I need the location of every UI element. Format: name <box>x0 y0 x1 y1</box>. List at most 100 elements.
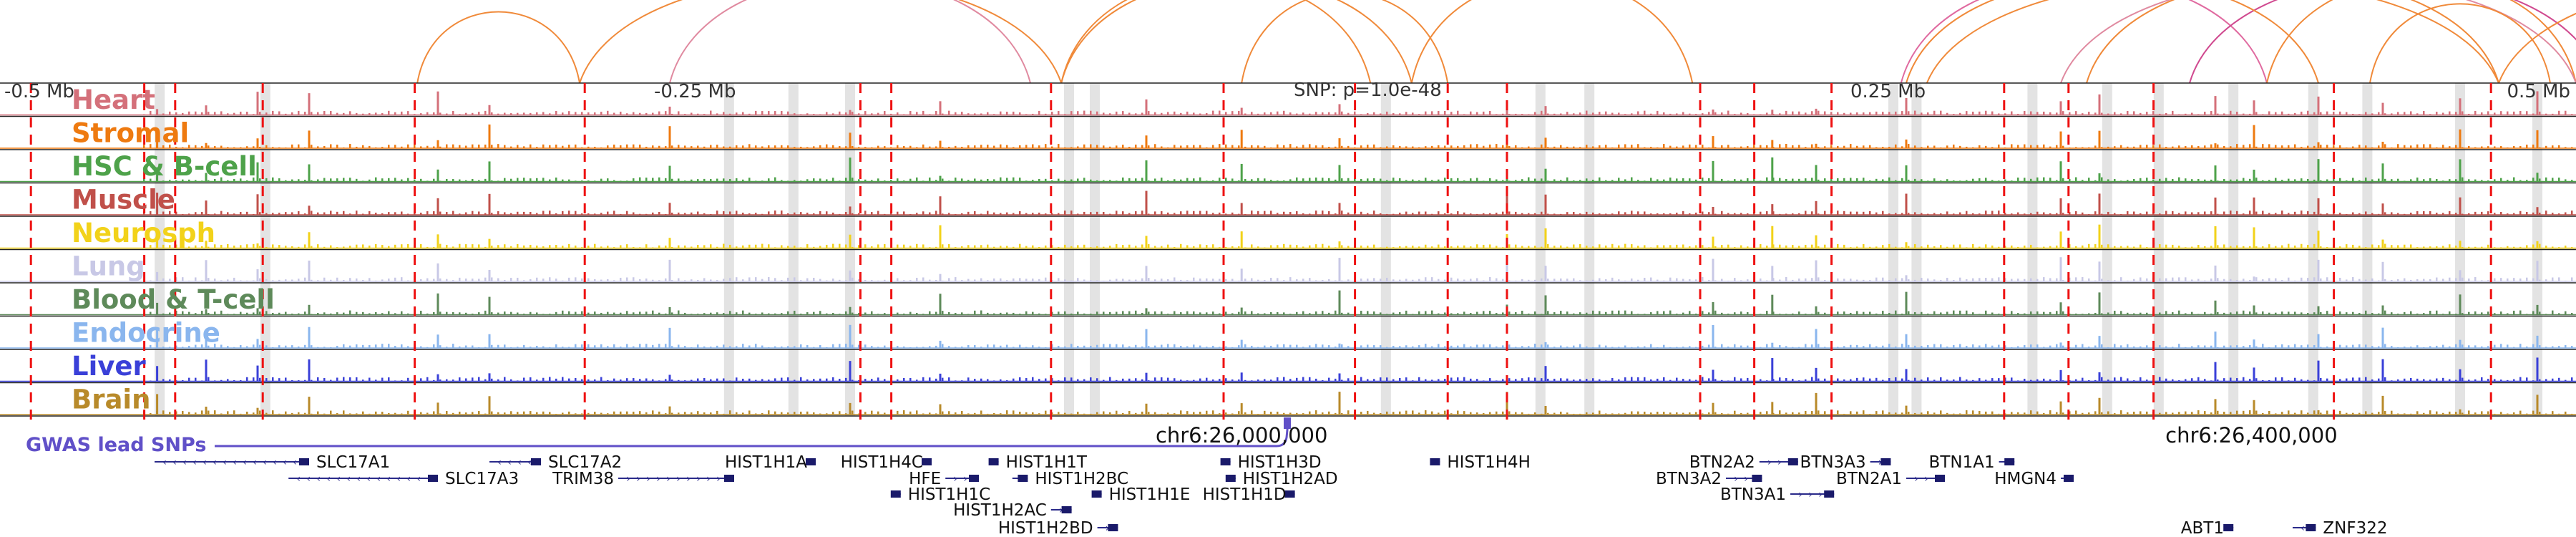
signal-peak <box>1240 403 1243 415</box>
signal-bar <box>1489 178 1491 182</box>
signal-bar <box>2133 313 2135 315</box>
signal-bar <box>1070 313 1073 315</box>
signal-bar <box>794 147 796 148</box>
signal-bar <box>710 244 712 248</box>
signal-bar <box>2423 246 2425 248</box>
signal-bar <box>1921 345 1923 348</box>
signal-bar <box>691 212 693 215</box>
signal-bar <box>1289 112 1292 115</box>
signal-bar <box>639 344 641 348</box>
signal-bar <box>1940 344 1942 348</box>
signal-bar <box>1805 278 1807 281</box>
signal-bar <box>1019 211 1021 215</box>
signal-peak <box>1544 266 1547 281</box>
signal-bar <box>1496 246 1498 248</box>
signal-bar <box>1412 146 1414 148</box>
signal-bar <box>987 145 989 148</box>
signal-bar <box>150 245 152 248</box>
signal-bar <box>987 344 989 348</box>
signal-bar <box>1264 280 1266 281</box>
signal-bar <box>1283 110 1285 115</box>
signal-bar <box>1335 112 1337 115</box>
signal-bar <box>2281 180 2283 182</box>
signal-bar <box>1128 378 1131 382</box>
signal-bar <box>220 280 223 281</box>
signal-bar <box>1811 111 1813 115</box>
signal-bar <box>2494 278 2496 281</box>
signal-bar <box>1128 279 1131 281</box>
signal-peak <box>668 165 671 182</box>
signal-bar <box>1367 113 1369 115</box>
gene-label: SLC17A2 <box>548 453 622 472</box>
signal-bar <box>2159 144 2161 148</box>
signal-bar <box>336 413 338 415</box>
signal-bar <box>1843 112 1845 115</box>
signal-bar <box>388 344 390 348</box>
signal-bar <box>884 412 886 415</box>
signal-bar <box>2365 211 2367 215</box>
signal-bar <box>871 246 873 248</box>
signal-bar <box>1875 212 1878 215</box>
signal-bar <box>375 344 377 348</box>
signal-peak <box>436 263 439 281</box>
signal-bar <box>452 311 454 315</box>
signal-bar <box>542 346 545 348</box>
signal-bar <box>1818 179 1820 182</box>
signal-bar <box>1489 378 1491 382</box>
signal-bar <box>1933 412 1936 415</box>
signal-bar <box>1019 145 1021 148</box>
signal-bar <box>1244 279 1246 281</box>
signal-bar <box>2088 112 2090 115</box>
signal-bar <box>1972 243 1974 248</box>
signal-bar <box>768 379 770 382</box>
signal-bar <box>2449 244 2451 248</box>
signal-bar <box>1966 310 1968 315</box>
signal-bar <box>1676 244 1678 248</box>
signal-peak <box>2381 359 2384 382</box>
signal-bar <box>169 211 171 215</box>
signal-bar <box>2481 312 2483 315</box>
signal-bar <box>909 145 912 148</box>
signal-bar <box>2500 412 2502 415</box>
signal-peak <box>1145 135 1148 148</box>
signal-bar <box>774 145 776 148</box>
signal-bar <box>1238 246 1240 248</box>
signal-peak <box>2214 265 2217 281</box>
signal-bar <box>2436 112 2438 115</box>
signal-bar <box>1161 413 1163 415</box>
signal-bar <box>1644 245 1646 248</box>
signal-bar <box>864 111 867 115</box>
signal-bar <box>1592 378 1594 382</box>
signal-bar <box>2565 110 2567 115</box>
signal-bar <box>452 246 454 248</box>
signal-bar <box>2185 347 2187 348</box>
signal-bar <box>1077 245 1079 248</box>
signal-bar <box>2558 145 2560 148</box>
signal-bar <box>1818 344 1820 348</box>
signal-peak <box>2098 261 2101 281</box>
signal-bar <box>1109 146 1111 148</box>
signal-bar <box>2204 145 2206 148</box>
signal-bar <box>613 247 615 248</box>
signal-bar <box>1251 410 1253 415</box>
signal-bar <box>1483 213 1485 215</box>
signal-bar <box>330 313 332 315</box>
signal-bar <box>948 278 950 281</box>
signal-bar <box>1856 377 1858 382</box>
signal-bar <box>2120 180 2122 182</box>
loop-arc <box>2060 0 2576 84</box>
signal-peak <box>1905 193 1908 215</box>
signal-bar <box>2217 347 2219 348</box>
signal-bar <box>2024 412 2026 415</box>
signal-bar <box>787 145 789 148</box>
signal-peak <box>2536 335 2539 348</box>
signal-bar <box>1328 345 1330 348</box>
signal-bar <box>2165 346 2167 348</box>
signal-bar <box>233 112 235 115</box>
signal-bar <box>903 114 905 115</box>
signal-bar <box>2404 347 2406 348</box>
signal-bar <box>1109 377 1111 382</box>
signal-bar <box>2513 379 2515 382</box>
signal-bar <box>143 114 145 115</box>
signal-bar <box>2352 146 2354 148</box>
